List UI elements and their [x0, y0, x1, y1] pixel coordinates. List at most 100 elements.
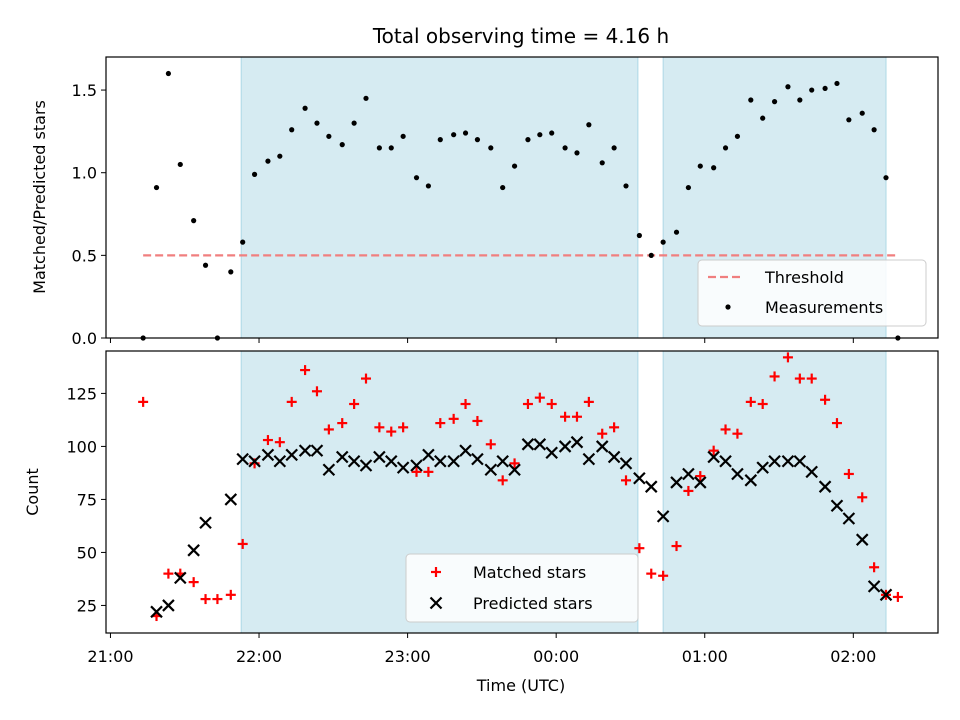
measurement-point	[636, 232, 642, 239]
matched-star-point	[237, 538, 248, 549]
predicted-star-point	[162, 599, 175, 612]
matched-star-point	[720, 424, 731, 435]
matched-star-point	[274, 437, 285, 448]
legend-predicted-swatch	[429, 596, 443, 610]
x-tick-label: 21:00	[87, 647, 133, 666]
measurement-point	[314, 120, 320, 126]
measurement-point	[822, 85, 828, 92]
bottom-y-tick-label: 75	[77, 490, 97, 509]
measurement-point	[462, 130, 469, 136]
predicted-star-point	[558, 440, 572, 453]
measurement-point	[474, 137, 481, 143]
matched-star-point	[485, 439, 496, 450]
matched-star-point	[609, 422, 620, 433]
top-y-tick-label: 1.0	[72, 164, 97, 183]
matched-star-point	[560, 411, 571, 422]
predicted-star-point	[619, 457, 633, 470]
measurement-point	[191, 218, 197, 224]
predicted-star-point	[298, 444, 312, 457]
observing-window-1	[240, 56, 639, 339]
predicted-star-point	[818, 480, 832, 493]
predicted-star-point	[459, 444, 472, 457]
predicted-star-point	[545, 446, 558, 460]
top-panel: 0.0 0.5 1.0 1.5 Matched/Predicted stars Thr…	[30, 56, 939, 348]
chart-title: Total observing time = 4.16 h	[372, 24, 669, 48]
measurement-point	[859, 110, 865, 116]
predicted-star-point	[830, 499, 844, 513]
measurement-point	[834, 80, 840, 87]
top-axes-frame	[105, 56, 939, 339]
predicted-star-point	[781, 454, 795, 468]
bottom-y-axis-label: Count	[23, 468, 42, 516]
predicted-star-point	[434, 454, 447, 468]
predicted-star-point	[607, 450, 621, 464]
predicted-star-point	[150, 605, 163, 619]
matched-star-point	[386, 426, 397, 437]
measurement-point	[488, 145, 494, 151]
measurement-point	[363, 95, 369, 101]
predicted-star-point	[261, 448, 275, 462]
top-legend: Threshold Measurements	[697, 259, 927, 327]
measurement-point	[413, 175, 420, 181]
matched-star-point	[522, 399, 533, 410]
measurement-point	[437, 137, 443, 143]
matched-star-point	[820, 394, 831, 405]
bottom-legend-box	[405, 553, 639, 623]
measurement-point	[451, 132, 457, 138]
top-y-axis-label: Matched/Predicted stars	[30, 100, 49, 294]
predicted-star-point	[310, 444, 324, 457]
predicted-star-point	[570, 435, 584, 449]
matched-star-point	[621, 475, 631, 486]
predicted-star-point	[719, 454, 732, 468]
matched-star-point	[374, 422, 385, 433]
measurement-point	[153, 184, 160, 191]
measurement-point	[722, 145, 729, 151]
measurement-point	[611, 145, 617, 151]
measurement-point	[883, 175, 889, 181]
matched-star-point	[163, 568, 174, 579]
predicted-star-point	[805, 465, 818, 479]
measurement-point	[562, 145, 568, 151]
measurement-point	[202, 262, 209, 268]
measurement-point	[673, 229, 680, 235]
measurement-point	[228, 269, 234, 275]
measurement-point	[846, 117, 852, 123]
predicted-star-point	[707, 450, 720, 464]
bottom-legend: Matched stars Predicted stars	[405, 553, 639, 623]
matched-star-point	[411, 466, 422, 477]
legend-matched-label: Matched stars	[473, 563, 586, 582]
measurement-point	[500, 184, 506, 191]
matched-star-point	[708, 445, 719, 456]
predicted-star-point	[410, 459, 423, 472]
matched-star-point	[843, 468, 854, 479]
measurement-point	[760, 115, 766, 121]
legend-threshold-label: Threshold	[764, 268, 844, 287]
predicted-star-point	[335, 450, 349, 464]
top-y-tick-label: 0.0	[72, 329, 97, 348]
matched-star-point	[225, 589, 236, 600]
measurement-point	[748, 97, 754, 103]
predicted-star-point	[644, 480, 658, 493]
matched-star-point	[757, 399, 768, 410]
measurement-point	[797, 97, 803, 103]
matched-star-point	[831, 418, 842, 429]
matched-star-point	[732, 428, 743, 439]
predicted-star-point	[633, 471, 646, 485]
measurement-point	[537, 132, 543, 138]
matched-star-point	[646, 568, 657, 579]
x-tick-label: 23:00	[385, 647, 431, 666]
matched-star-point	[534, 392, 545, 403]
measurement-point	[251, 171, 258, 177]
measurement-point	[240, 239, 246, 245]
matched-star-point	[188, 577, 199, 588]
measurement-point	[277, 153, 283, 159]
measurement-point	[623, 183, 629, 189]
predicted-star-point	[879, 588, 893, 602]
matched-star-point	[509, 458, 520, 469]
x-axis-label: Time (UTC)	[476, 676, 565, 695]
measurement-point	[711, 165, 717, 171]
measurement-point	[660, 239, 666, 245]
count-series	[138, 352, 903, 622]
measurement-point	[177, 161, 183, 168]
